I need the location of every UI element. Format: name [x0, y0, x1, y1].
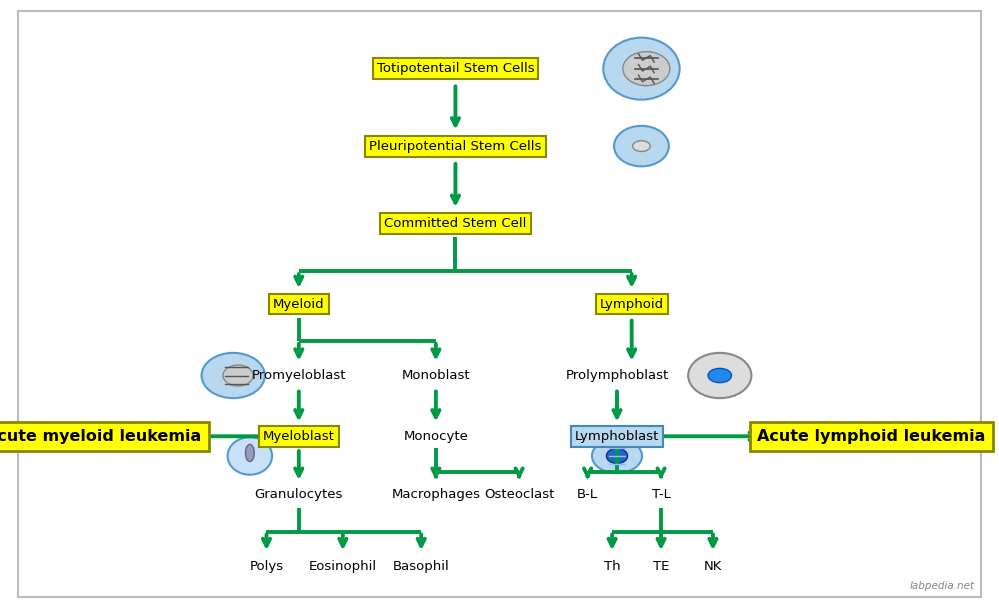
Text: NK: NK [703, 560, 722, 573]
Text: Totipotentail Stem Cells: Totipotentail Stem Cells [377, 62, 534, 75]
Text: Acute myeloid leukemia: Acute myeloid leukemia [0, 429, 202, 444]
Text: Pleuripotential Stem Cells: Pleuripotential Stem Cells [370, 140, 541, 153]
Text: Prolymphoblast: Prolymphoblast [565, 369, 668, 382]
Text: Myeloblast: Myeloblast [263, 430, 335, 443]
Ellipse shape [202, 353, 265, 398]
Ellipse shape [688, 353, 751, 398]
Text: Lymphoid: Lymphoid [599, 297, 663, 311]
Text: Macrophages: Macrophages [392, 488, 481, 501]
Text: Lymphoblast: Lymphoblast [574, 430, 659, 443]
Text: Th: Th [603, 560, 620, 573]
Text: Monocyte: Monocyte [404, 430, 469, 443]
Ellipse shape [603, 38, 679, 100]
Text: Acute lymphoid leukemia: Acute lymphoid leukemia [757, 429, 986, 444]
Text: B-L: B-L [577, 488, 598, 501]
Ellipse shape [708, 368, 731, 382]
Ellipse shape [606, 449, 627, 463]
Text: Granulocytes: Granulocytes [255, 488, 343, 501]
Text: TE: TE [653, 560, 669, 573]
Text: Myeloid: Myeloid [273, 297, 325, 311]
Text: Eosinophil: Eosinophil [309, 560, 377, 573]
Text: labpedia.net: labpedia.net [909, 581, 974, 591]
Text: Osteoclast: Osteoclast [484, 488, 554, 501]
Ellipse shape [632, 140, 650, 151]
Ellipse shape [622, 52, 670, 86]
Text: Polys: Polys [250, 560, 284, 573]
Text: Basophil: Basophil [393, 560, 450, 573]
Text: Monoblast: Monoblast [402, 369, 471, 382]
Ellipse shape [614, 126, 669, 167]
Ellipse shape [592, 439, 642, 473]
Text: Promyeloblast: Promyeloblast [252, 369, 346, 382]
Text: Committed Stem Cell: Committed Stem Cell [385, 217, 526, 230]
Ellipse shape [246, 444, 255, 461]
Text: T-L: T-L [651, 488, 670, 501]
Ellipse shape [228, 437, 272, 475]
Ellipse shape [223, 365, 253, 386]
